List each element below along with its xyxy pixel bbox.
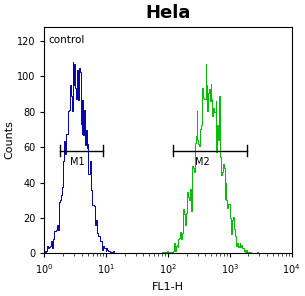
Title: Hela: Hela — [145, 4, 191, 22]
Text: control: control — [48, 35, 84, 45]
Text: M2: M2 — [195, 157, 210, 167]
X-axis label: FL1-H: FL1-H — [152, 282, 184, 292]
Text: M1: M1 — [70, 157, 85, 167]
Y-axis label: Counts: Counts — [4, 120, 14, 160]
